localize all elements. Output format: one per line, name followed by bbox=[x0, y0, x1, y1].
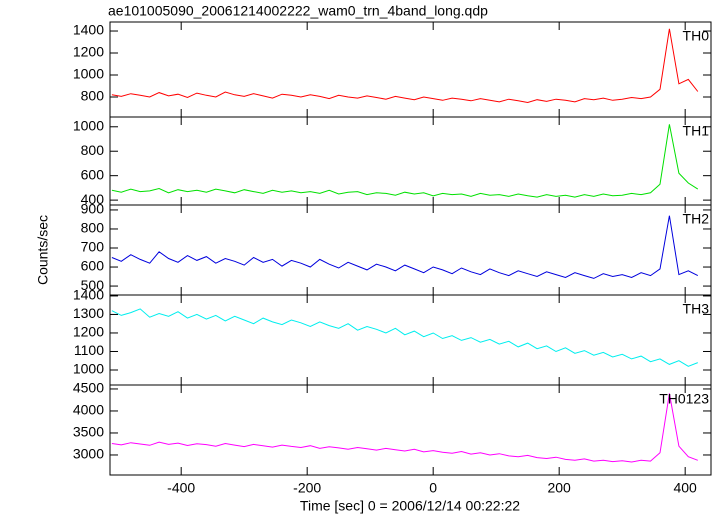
y-tick-label: 3500 bbox=[73, 424, 104, 440]
panel-label: TH0 bbox=[683, 28, 710, 44]
y-tick-label: 800 bbox=[81, 220, 105, 236]
y-tick-label: 1100 bbox=[74, 342, 104, 358]
x-tick-label: 400 bbox=[673, 480, 697, 496]
y-axis-label: Counts/sec bbox=[35, 215, 51, 285]
x-tick-label: 200 bbox=[547, 480, 571, 496]
x-tick-label: -400 bbox=[167, 480, 195, 496]
panel-label: TH1 bbox=[683, 123, 710, 139]
x-axis-label: Time [sec] 0 = 2006/12/14 00:22:22 bbox=[300, 498, 520, 514]
light-curve bbox=[111, 28, 699, 104]
y-tick-label: 1300 bbox=[73, 305, 104, 321]
light-curve bbox=[111, 308, 698, 367]
y-tick-label: 1000 bbox=[73, 361, 104, 377]
y-tick-label: 500 bbox=[81, 277, 105, 293]
y-tick-label: 3000 bbox=[73, 446, 104, 462]
panel-frame bbox=[109, 384, 712, 476]
panel-frame bbox=[109, 204, 712, 296]
y-tick-label: 600 bbox=[81, 258, 105, 274]
panel-frame bbox=[109, 294, 712, 386]
y-tick-label: 1000 bbox=[73, 117, 104, 133]
y-tick-label: 800 bbox=[81, 142, 105, 158]
y-tick-label: 1000 bbox=[73, 66, 104, 82]
light-curve bbox=[111, 393, 698, 463]
chart-title: ae101005090_20061214002222_wam0_trn_4ban… bbox=[108, 3, 488, 19]
panel-frame bbox=[109, 21, 712, 118]
y-tick-label: 4000 bbox=[73, 402, 104, 418]
y-tick-label: 600 bbox=[81, 166, 105, 182]
y-tick-label: 4500 bbox=[73, 380, 104, 396]
y-tick-label: 800 bbox=[81, 88, 105, 104]
y-tick-label: 1200 bbox=[73, 44, 104, 60]
panel-label: TH3 bbox=[683, 301, 710, 317]
y-tick-label: 1400 bbox=[73, 287, 104, 303]
x-tick-label: -200 bbox=[293, 480, 321, 496]
panel-label: TH0123 bbox=[659, 391, 709, 407]
panel-label: TH2 bbox=[683, 211, 710, 227]
light-curve bbox=[111, 124, 699, 198]
y-tick-label: 900 bbox=[81, 201, 105, 217]
panel-frame bbox=[109, 116, 712, 206]
y-tick-label: 400 bbox=[81, 191, 105, 207]
y-tick-label: 1200 bbox=[73, 324, 104, 340]
light-curve bbox=[111, 215, 699, 279]
x-tick-label: 0 bbox=[429, 480, 437, 496]
y-tick-label: 1400 bbox=[73, 22, 104, 38]
y-tick-label: 700 bbox=[81, 239, 105, 255]
